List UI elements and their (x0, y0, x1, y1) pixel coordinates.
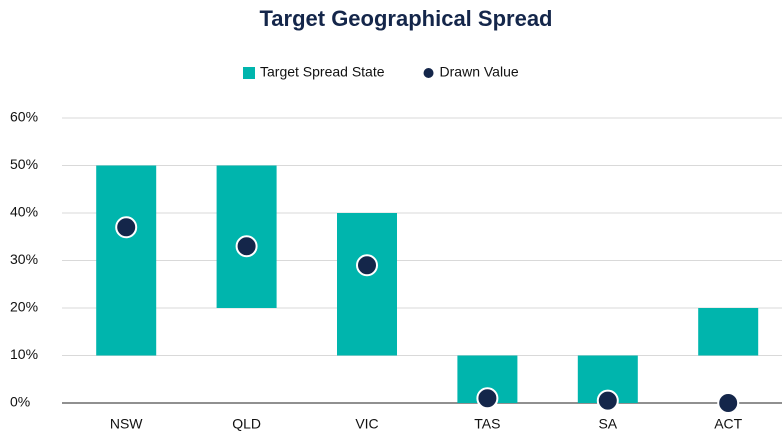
x-tick-label: QLD (232, 416, 261, 432)
bar (337, 213, 397, 356)
legend-label: Drawn Value (440, 64, 519, 80)
bar (698, 308, 759, 356)
x-tick-label: TAS (474, 416, 500, 432)
dot (115, 216, 138, 239)
y-tick-label: 50% (10, 156, 38, 172)
y-tick-label: 20% (10, 299, 38, 315)
x-tick-label: NSW (110, 416, 143, 432)
dot (235, 235, 258, 258)
legend-label: Target Spread State (260, 64, 385, 80)
chart-title: Target Geographical Spread (259, 6, 552, 31)
y-tick-label: 60% (10, 109, 38, 125)
legend-swatch (423, 68, 434, 78)
y-tick-label: 30% (10, 251, 38, 267)
x-tick-label: VIC (355, 416, 378, 432)
dot (476, 387, 499, 410)
legend-swatch (243, 67, 255, 79)
x-tick-label: ACT (714, 416, 742, 432)
dot (596, 389, 619, 412)
y-tick-label: 40% (10, 204, 38, 220)
y-tick-label: 0% (10, 394, 30, 410)
x-tick-label: SA (598, 416, 617, 432)
y-tick-label: 10% (10, 346, 38, 362)
dot (717, 392, 740, 414)
bar (96, 165, 157, 356)
dot (356, 254, 378, 277)
